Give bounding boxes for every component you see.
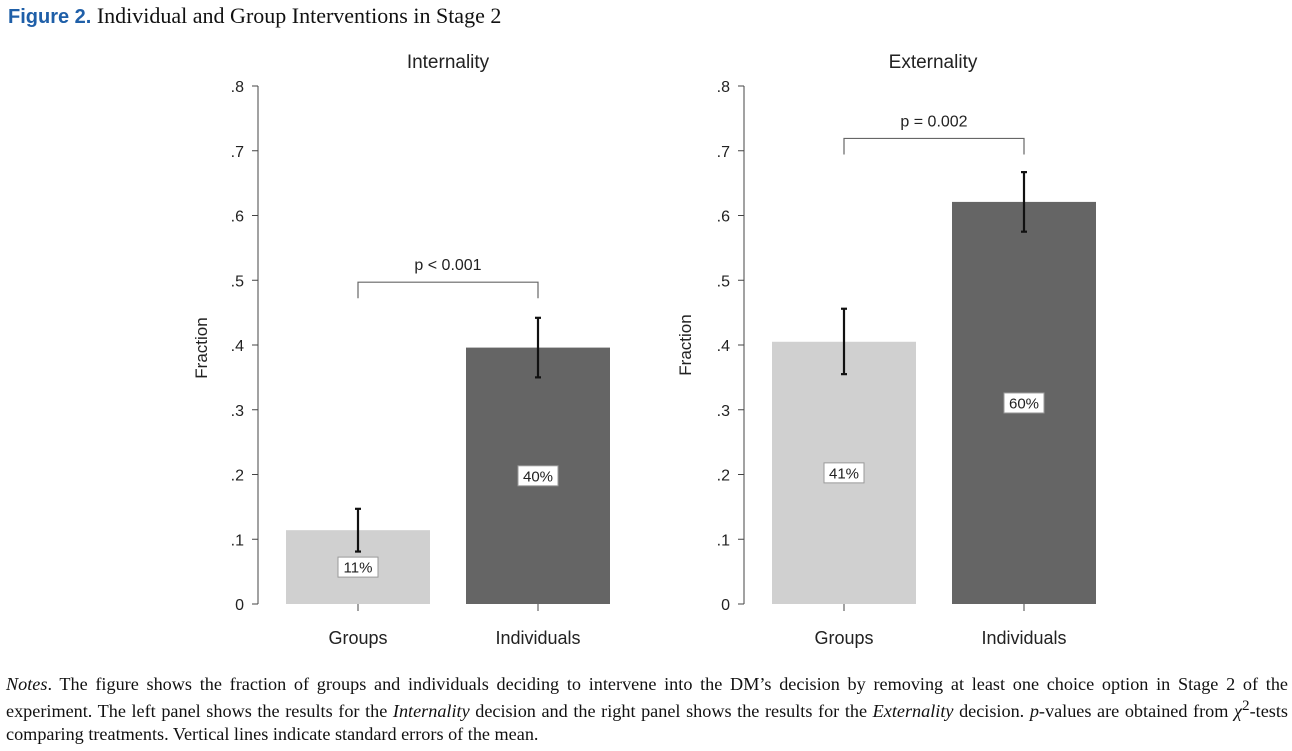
- chart-figure: Internality Fraction 0 .1 .2 .3 .4 .5 .6 .7 .8 11% G…: [192, 52, 1096, 648]
- panel-1-value-label: 11%: [344, 560, 373, 577]
- panel-2-y-axis-label: Fraction: [676, 314, 695, 375]
- panel-1-y-tick-label: .4: [231, 338, 244, 355]
- panel-2-significance-bracket: [843, 137, 1025, 155]
- notes-chi-superscript: 2: [1242, 697, 1250, 715]
- panel-1-significance-bracket: [357, 281, 539, 299]
- panel-2-value-label-box: [1003, 392, 1045, 414]
- panel-2-y-tick-label: .5: [717, 273, 730, 290]
- panel-1-y-tick-label: .8: [231, 79, 244, 96]
- panel-1-y-tick-label: .3: [231, 403, 244, 420]
- panel-1-y-axis-label: Fraction: [192, 317, 211, 378]
- panel-2-y-tick-label: .8: [717, 79, 730, 96]
- panel-2-y-tick-label: .2: [717, 468, 730, 485]
- panel-1-value-label: 40%: [523, 468, 553, 485]
- panel-1-y-tick-label: .7: [231, 144, 244, 161]
- panel-1-category-label: Groups: [328, 628, 387, 648]
- notes-text-4: -values are obtained from: [1038, 701, 1235, 722]
- figure-notes: Notes. The figure shows the fraction of …: [6, 673, 1288, 745]
- panel-1-y-tick-label: .6: [231, 209, 244, 226]
- panel-2-p-value-label: p = 0.002: [900, 113, 967, 130]
- panel-1-y-tick-label: 0: [235, 597, 244, 614]
- panel-2-y-tick-label: 0: [721, 597, 730, 614]
- panel-2-category-label: Individuals: [981, 628, 1066, 648]
- notes-externality: Externality: [872, 701, 954, 722]
- panel-2-category-label: Groups: [814, 628, 873, 648]
- notes-p: p: [1029, 701, 1039, 722]
- panel-2-value-label: 60%: [1009, 395, 1039, 412]
- figure-title: Figure 2. Individual and Group Intervent…: [8, 3, 501, 29]
- notes-text-1: . The figure shows the fraction of group…: [6, 674, 1288, 722]
- panel-1-category-label: Individuals: [495, 628, 580, 648]
- notes-chi: χ: [1234, 701, 1243, 722]
- notes-text-3: decision.: [953, 701, 1030, 722]
- panel-1-value-label-box: [337, 556, 379, 578]
- notes-label: Notes: [6, 674, 48, 694]
- figure-label: Figure 2.: [8, 6, 92, 28]
- panel-1-y-tick-label: .2: [231, 468, 244, 485]
- panel-2-y-tick-label: .6: [717, 209, 730, 226]
- notes-internality: Internality: [392, 701, 470, 722]
- notes-text-2: decision and the right panel shows the r…: [469, 701, 873, 722]
- panel-1-y-tick-label: .5: [231, 273, 244, 290]
- panel-2-value-label: 41%: [829, 465, 859, 482]
- panel-2-y-tick-label: .4: [717, 338, 730, 355]
- panel-externality: Externality Fraction 0 .1 .2 .3 .4 .5 .6 .7 .8 41% G…: [676, 52, 1096, 648]
- panel-2-title: Externality: [889, 52, 978, 73]
- panel-internality: Internality Fraction 0 .1 .2 .3 .4 .5 .6 .7 .8 11% G…: [192, 52, 610, 648]
- panel-1-value-label-box: [517, 465, 559, 487]
- panel-1-title: Internality: [407, 52, 490, 73]
- panel-1-p-value-label: p < 0.001: [414, 257, 481, 274]
- notes-text-5: -tests comparing treatments. Vertical li…: [6, 701, 1289, 744]
- panel-2-y-tick-label: .3: [717, 403, 730, 420]
- panel-1-y-tick-label: .1: [231, 532, 244, 549]
- panel-2-y-tick-label: .1: [717, 532, 730, 549]
- panel-2-value-label-box: [823, 462, 865, 484]
- panel-2-y-tick-label: .7: [717, 144, 730, 161]
- figure-title-text: Individual and Group Interventions in St…: [96, 3, 502, 28]
